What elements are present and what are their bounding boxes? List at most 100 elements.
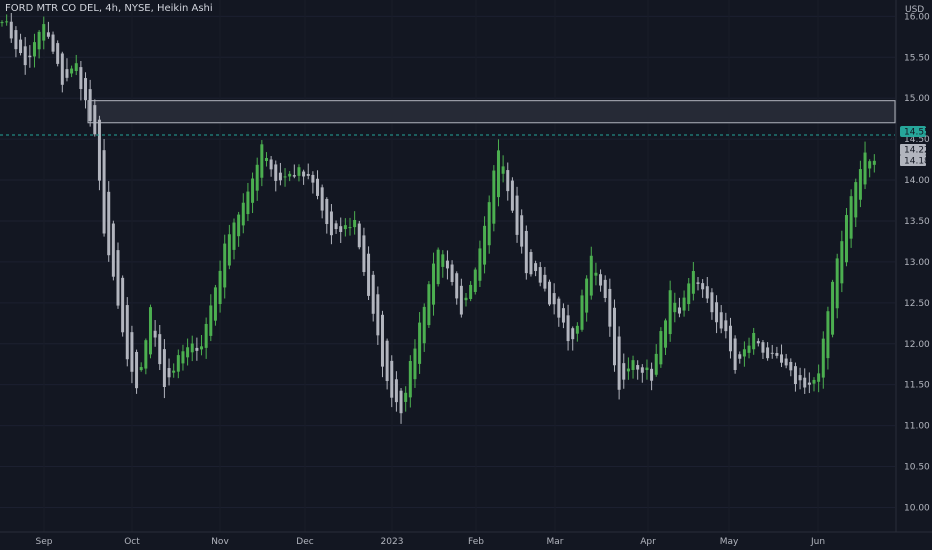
candle-bearish — [135, 351, 139, 389]
time-tick-label: Sep — [36, 537, 53, 547]
candle-bearish — [325, 198, 329, 224]
candle-bearish — [756, 341, 760, 344]
price-tick-label: 10.00 — [904, 503, 930, 513]
candle-bullish — [422, 306, 426, 344]
candle-bearish — [19, 39, 23, 54]
candle-bullish — [227, 234, 231, 266]
candle-bullish — [668, 290, 672, 335]
candle-bullish — [826, 311, 830, 359]
candle-bullish — [251, 178, 255, 203]
candle-bearish — [538, 267, 542, 283]
time-tick-label: Apr — [640, 537, 656, 547]
candle-bullish — [144, 340, 148, 369]
candle-bullish — [654, 353, 658, 375]
candle-bullish — [404, 392, 408, 402]
price-tick-label: 13.00 — [904, 258, 930, 268]
candle-bearish — [46, 32, 50, 37]
price-tick-label: 10.50 — [904, 463, 930, 473]
time-tick-label: 2023 — [381, 537, 404, 547]
candle-bearish — [766, 347, 770, 359]
candle-bearish — [803, 377, 807, 388]
symbol-legend[interactable]: FORD MTR CO DEL, 4h, NYSE, Heikin Ashi — [5, 3, 213, 14]
candle-bearish — [320, 187, 324, 211]
candle-bearish — [385, 340, 389, 382]
candle-bearish — [603, 279, 607, 298]
price-line-tag — [900, 126, 926, 137]
candle-bearish — [195, 347, 199, 351]
candle-bearish — [529, 252, 533, 275]
candle-bullish — [283, 176, 287, 178]
candle-bearish — [162, 349, 166, 387]
candle-bullish — [840, 241, 844, 284]
candle-bearish — [506, 170, 510, 192]
candle-bullish — [854, 182, 858, 218]
candle-bullish — [483, 225, 487, 265]
candle-bearish — [520, 215, 524, 247]
candle-bullish — [176, 355, 180, 372]
candle-bullish — [348, 227, 352, 229]
candle-bearish — [153, 330, 157, 338]
candle-bearish — [93, 105, 97, 135]
candle-bearish — [552, 293, 556, 305]
candle-bullish — [260, 144, 264, 178]
price-axis[interactable]: USD 16.00 15.50 15.00 14.50 14.00 13.50 13.00 1… — [904, 5, 930, 513]
candle-bullish — [501, 166, 505, 174]
candle-bullish — [255, 164, 259, 191]
candle-bullish — [469, 284, 473, 299]
time-tick-label: Oct — [124, 537, 140, 547]
candle-bearish — [515, 195, 519, 235]
last-price-tag-upper — [900, 144, 926, 155]
candle-bullish — [74, 63, 78, 72]
candles-layer[interactable] — [0, 12, 876, 424]
candle-bullish — [742, 349, 746, 357]
price-tick-label: 11.00 — [904, 422, 930, 432]
price-tick-label: 11.50 — [904, 381, 930, 391]
candle-bearish — [761, 342, 765, 353]
candle-bullish — [436, 249, 440, 285]
candle-bullish — [575, 325, 579, 334]
last-price-upper-value: 14.22 — [904, 146, 930, 156]
candle-bullish — [691, 271, 695, 294]
resistance-zone-box[interactable] — [87, 100, 896, 124]
candle-bearish — [121, 277, 125, 333]
time-tick-label: Dec — [296, 537, 313, 547]
candle-bearish — [770, 352, 774, 354]
candle-bearish — [450, 264, 454, 282]
candle-bearish — [677, 307, 681, 314]
candle-bearish — [130, 332, 134, 372]
candle-bullish — [237, 214, 241, 237]
candle-bullish — [5, 21, 9, 23]
candle-bullish — [849, 196, 853, 239]
candle-bearish — [548, 281, 552, 305]
candle-bearish — [380, 314, 384, 367]
candle-bearish — [557, 298, 561, 318]
candle-bearish — [807, 382, 811, 385]
candle-bullish — [200, 346, 204, 350]
candle-bullish — [863, 152, 867, 185]
candle-bearish — [622, 363, 626, 380]
candle-bearish — [784, 358, 788, 366]
time-axis[interactable]: Sep Oct Nov Dec 2023 Feb Mar Apr May Jun — [36, 537, 826, 547]
candle-bullish — [585, 278, 589, 313]
candle-bearish — [56, 43, 60, 64]
price-tick-label: 13.50 — [904, 217, 930, 227]
candle-bearish — [561, 308, 565, 323]
candle-bearish — [705, 286, 709, 299]
candle-bearish — [329, 211, 333, 236]
candle-bullish — [213, 287, 217, 321]
candle-bearish — [636, 365, 640, 370]
candle-bullish — [659, 331, 663, 365]
candle-bullish — [186, 347, 190, 358]
candle-bearish — [728, 325, 732, 352]
candle-bullish — [413, 348, 417, 380]
candle-bullish — [42, 24, 46, 41]
price-tags: 14.55 14.22 14.18 — [900, 126, 930, 167]
candle-bullish — [223, 243, 227, 288]
candle-bullish — [752, 332, 756, 350]
candle-bullish — [172, 370, 176, 373]
candle-bearish — [599, 274, 603, 286]
candle-bearish — [371, 274, 375, 314]
candle-bullish — [496, 150, 500, 198]
candle-bearish — [65, 69, 69, 78]
